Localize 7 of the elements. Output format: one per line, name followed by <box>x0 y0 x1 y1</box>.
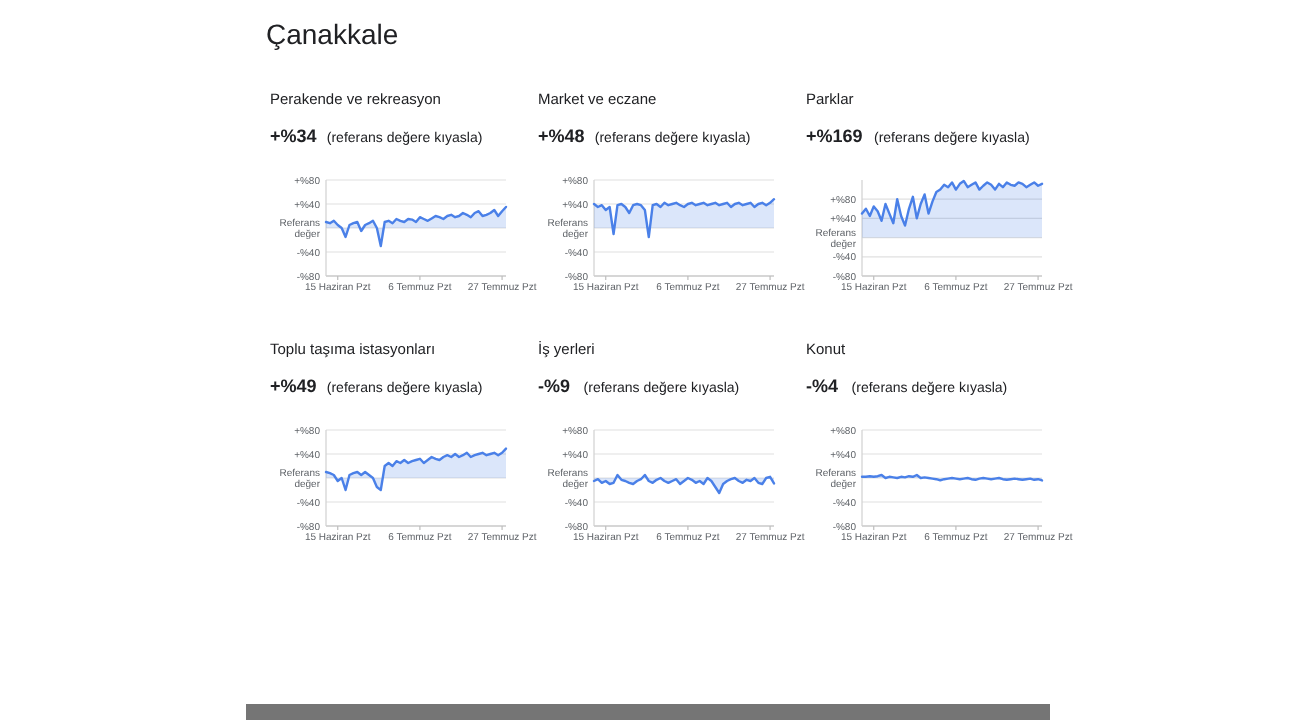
chart-subtitle: +%169 <box>806 126 863 146</box>
chart-subtitle: -%4 <box>806 376 839 396</box>
text: Çanakkale <box>266 18 399 50</box>
chart-subtitle: +%48 <box>538 126 585 146</box>
chart-subtitle: -%9 <box>538 376 571 396</box>
chart-subtitle: +%34 <box>270 126 317 146</box>
chart-subtitle: +%49 <box>270 376 317 396</box>
